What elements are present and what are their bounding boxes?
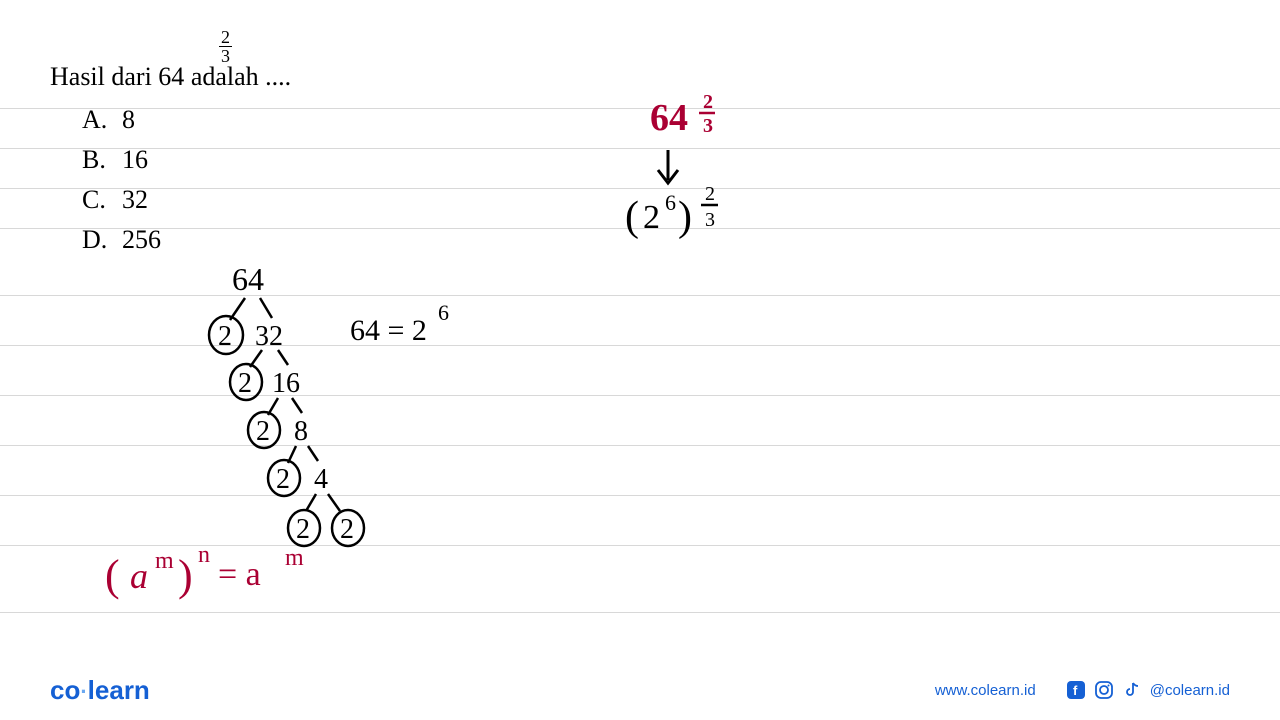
option-text: 16 <box>122 140 148 180</box>
brand-logo: co·learn <box>50 675 150 706</box>
answer-options: A. 8 B. 16 C. 32 D. 256 <box>82 100 161 260</box>
option-letter: C. <box>82 180 122 220</box>
social-icons: f @colearn.id <box>1066 680 1230 700</box>
question-prefix: Hasil dari 64 <box>50 62 184 91</box>
logo-learn: learn <box>88 675 150 705</box>
tiktok-icon <box>1122 680 1142 700</box>
option-c: C. 32 <box>82 180 161 220</box>
option-text: 32 <box>122 180 148 220</box>
option-text: 256 <box>122 220 161 260</box>
option-letter: A. <box>82 100 122 140</box>
option-text: 8 <box>122 100 135 140</box>
option-letter: D. <box>82 220 122 260</box>
facebook-icon: f <box>1066 680 1086 700</box>
footer-right: www.colearn.id f @colearn.id <box>935 680 1230 700</box>
logo-co: co <box>50 675 80 705</box>
footer: co·learn www.colearn.id f @colearn.id <box>0 660 1280 720</box>
option-b: B. 16 <box>82 140 161 180</box>
social-handle: @colearn.id <box>1150 682 1230 699</box>
footer-url: www.colearn.id <box>935 682 1036 699</box>
logo-dot: · <box>80 679 87 704</box>
lined-paper-background <box>0 0 1280 650</box>
question-suffix: adalah .... <box>184 62 291 91</box>
option-d: D. 256 <box>82 220 161 260</box>
question-exponent: 2 3 <box>219 28 232 65</box>
instagram-icon <box>1094 680 1114 700</box>
exponent-numerator: 2 <box>219 28 232 47</box>
svg-text:f: f <box>1073 683 1078 698</box>
exponent-denominator: 3 <box>219 47 232 65</box>
question-text: Hasil dari 64 adalah .... <box>50 62 291 92</box>
option-letter: B. <box>82 140 122 180</box>
option-a: A. 8 <box>82 100 161 140</box>
